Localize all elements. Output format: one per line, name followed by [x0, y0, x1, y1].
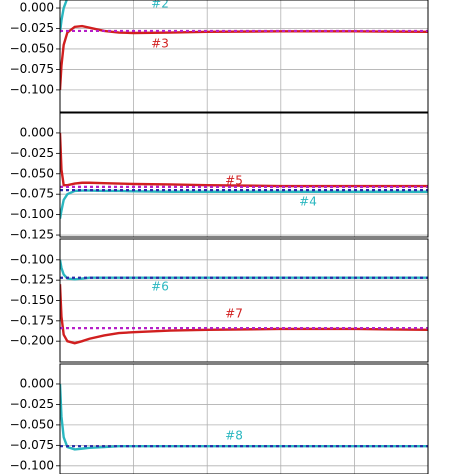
series-line: [60, 132, 428, 188]
y-tick-label: −0.150: [10, 293, 54, 307]
series-label: #7: [225, 307, 243, 321]
y-tick-label: −0.025: [10, 21, 54, 35]
y-tick-label: −0.200: [10, 334, 54, 348]
series-label: #2: [151, 0, 169, 11]
series-line: [60, 259, 428, 281]
y-tick-label: −0.100: [10, 458, 54, 472]
panel-frame: [59, 238, 429, 363]
y-tick-label: −0.050: [10, 166, 54, 180]
panel-frame: [59, 363, 429, 474]
y-tick-label: −0.125: [10, 273, 54, 287]
series-label: #8: [225, 429, 243, 443]
y-tick-label: 0.000: [20, 376, 54, 390]
y-tick-label: −0.075: [10, 438, 54, 452]
y-tick-label: −0.025: [10, 146, 54, 160]
y-tick-label: −0.175: [10, 313, 54, 327]
series-line: [60, 0, 68, 33]
series-label: #5: [225, 174, 243, 188]
y-tick-label: −0.075: [10, 187, 54, 201]
panel-frame: [59, 0, 429, 113]
series-label: #4: [299, 195, 317, 209]
y-tick-label: −0.100: [10, 207, 54, 221]
y-tick-label: −0.100: [10, 82, 54, 96]
y-tick-label: −0.050: [10, 417, 54, 431]
y-tick-label: −0.050: [10, 41, 54, 55]
y-tick-label: −0.100: [10, 252, 54, 266]
series-line: [60, 24, 428, 90]
y-tick-label: 0.000: [20, 125, 54, 139]
series-line: [60, 284, 428, 345]
y-tick-label: 0.000: [20, 1, 54, 15]
series-label: #6: [151, 280, 169, 294]
y-tick-label: −0.125: [10, 228, 54, 242]
series-line: [60, 383, 428, 451]
y-tick-label: −0.075: [10, 62, 54, 76]
series-label: #3: [151, 37, 169, 51]
panel-frame: [59, 112, 429, 238]
y-tick-label: −0.025: [10, 397, 54, 411]
